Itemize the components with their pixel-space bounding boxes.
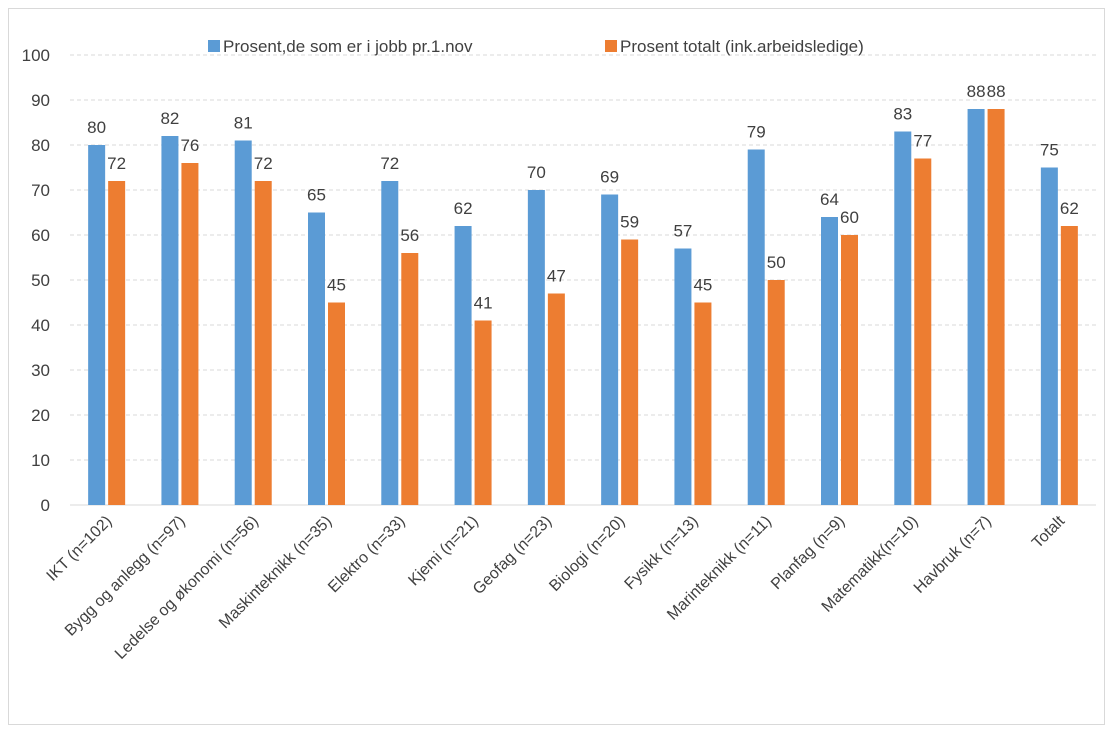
bar-jobb [894, 131, 912, 505]
data-label: 47 [547, 267, 566, 286]
y-tick-label: 100 [22, 46, 50, 65]
x-tick-label: Ledelse og økonomi (n=56) [112, 513, 262, 663]
data-label: 69 [600, 168, 619, 187]
legend-swatch [605, 40, 617, 52]
data-label: 72 [107, 154, 126, 173]
data-label: 83 [893, 105, 912, 124]
bars [88, 109, 1078, 505]
bar-jobb [381, 181, 399, 505]
legend-swatch [208, 40, 220, 52]
gridlines [70, 54, 1096, 506]
bar-totalt [328, 302, 345, 505]
bar-jobb [821, 217, 838, 505]
bar-jobb [308, 212, 325, 505]
y-tick-label: 30 [31, 361, 50, 380]
data-label: 88 [967, 82, 986, 101]
bar-totalt [108, 181, 126, 505]
bar-totalt [767, 280, 785, 505]
bar-jobb [454, 226, 472, 505]
bar-totalt [254, 181, 272, 505]
data-label: 82 [160, 109, 179, 128]
data-label: 88 [987, 82, 1006, 101]
y-axis-ticks: 0 10 20 30 40 50 60 70 80 90 100 [22, 46, 50, 515]
legend-label: Prosent totalt (ink.arbeidsledige) [620, 37, 864, 56]
data-label: 62 [1060, 199, 1079, 218]
data-label: 72 [254, 154, 273, 173]
data-label: 50 [767, 253, 786, 272]
y-tick-label: 20 [31, 406, 50, 425]
legend: Prosent,de som er i jobb pr.1.nov Prosent… [208, 37, 864, 56]
data-label: 64 [820, 190, 839, 209]
data-label: 80 [87, 118, 106, 137]
x-tick-label: Geofag (n=23) [470, 513, 555, 598]
x-tick-label: Elektro (n=33) [325, 513, 408, 596]
data-label: 65 [307, 186, 326, 205]
bar-totalt [841, 235, 858, 505]
x-tick-label: Planfag (n=9) [768, 513, 848, 593]
data-label: 45 [693, 276, 712, 295]
bar-totalt [987, 109, 1005, 505]
x-tick-label: Fysikk (n=13) [622, 513, 702, 593]
bar-jobb [967, 109, 985, 505]
bar-totalt [1060, 226, 1078, 505]
data-label: 75 [1040, 141, 1059, 160]
y-tick-label: 80 [31, 136, 50, 155]
x-tick-label: Kjemi (n=21) [405, 513, 481, 589]
bar-totalt [694, 302, 712, 505]
bar-jobb [601, 194, 619, 505]
bar-totalt [401, 253, 419, 505]
bar-jobb [674, 248, 692, 505]
bar-jobb [747, 149, 765, 505]
bar-jobb [161, 136, 179, 505]
data-label: 81 [234, 114, 253, 133]
y-tick-label: 0 [41, 496, 50, 515]
bar-jobb [234, 140, 252, 505]
legend-label: Prosent,de som er i jobb pr.1.nov [223, 37, 473, 56]
data-label: 59 [620, 213, 639, 232]
bar-totalt [181, 163, 199, 505]
y-tick-label: 60 [31, 226, 50, 245]
x-tick-label: Bygg og anlegg (n=97) [62, 513, 189, 640]
y-tick-label: 40 [31, 316, 50, 335]
data-label: 57 [673, 222, 692, 241]
x-tick-label: Biologi (n=20) [546, 513, 628, 595]
bar-jobb [527, 190, 545, 505]
x-axis-labels: IKT (n=102)Bygg og anlegg (n=97)Ledelse … [44, 512, 1069, 662]
x-tick-label: IKT (n=102) [44, 513, 116, 585]
bar-jobb [1040, 167, 1058, 505]
data-label: 70 [527, 163, 546, 182]
data-label: 41 [474, 294, 493, 313]
y-tick-label: 90 [31, 91, 50, 110]
bar-totalt [621, 239, 639, 505]
x-tick-label: Havbruk (n=7) [911, 513, 995, 597]
y-tick-label: 70 [31, 181, 50, 200]
bar-totalt [914, 158, 932, 505]
data-label: 62 [454, 199, 473, 218]
y-tick-label: 10 [31, 451, 50, 470]
x-tick-label: Totalt [1029, 512, 1068, 551]
data-label: 79 [747, 123, 766, 142]
bar-totalt [547, 293, 565, 505]
y-tick-label: 50 [31, 271, 50, 290]
data-label: 76 [180, 136, 199, 155]
data-label: 56 [400, 226, 419, 245]
bar-totalt [474, 320, 492, 505]
data-label: 72 [380, 154, 399, 173]
data-label: 60 [840, 208, 859, 227]
data-label: 77 [913, 132, 932, 151]
data-label: 45 [327, 276, 346, 295]
bar-jobb [88, 145, 106, 505]
